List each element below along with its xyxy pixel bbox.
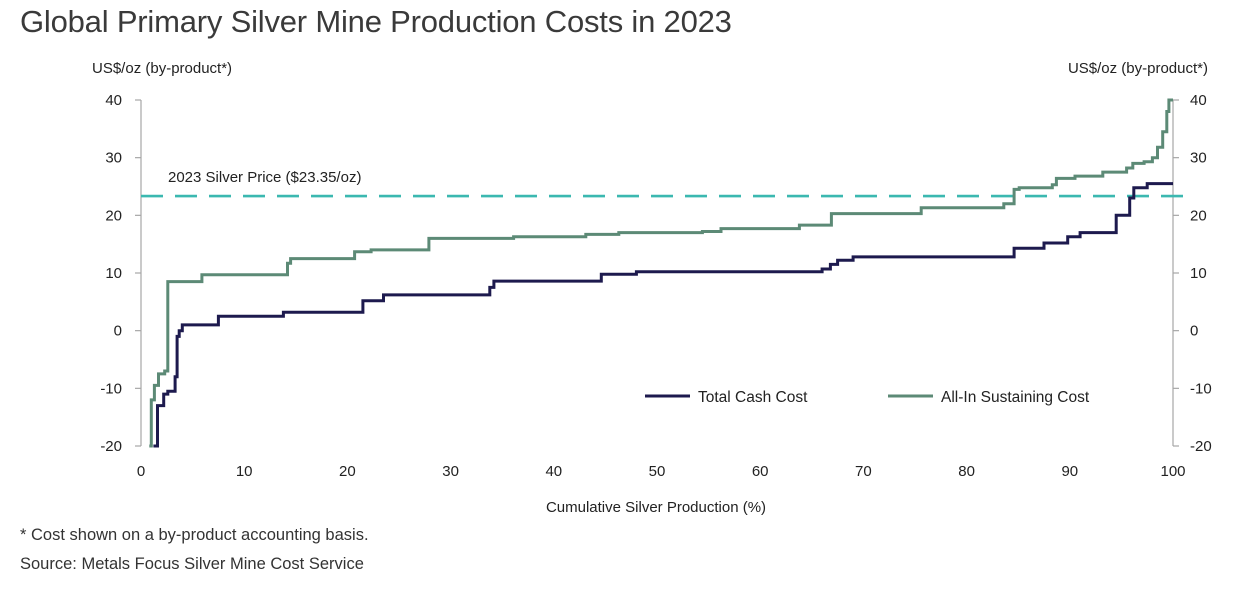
- x-tick-label: 30: [442, 463, 459, 480]
- legend-label: All-In Sustaining Cost: [941, 389, 1090, 406]
- series-line-total-cash-cost: [153, 182, 1173, 448]
- x-tick-label: 50: [649, 463, 666, 480]
- x-tick-label: 0: [137, 463, 145, 480]
- x-tick-label: 70: [855, 463, 872, 480]
- series-line-all-in-sustaining-cost: [149, 98, 1173, 448]
- y-tick-label-right: 0: [1190, 323, 1198, 340]
- x-tick-label: 60: [752, 463, 769, 480]
- chart-title: Global Primary Silver Mine Production Co…: [20, 4, 732, 39]
- y-axis-label-right: US$/oz (by-product*): [1068, 60, 1208, 77]
- y-tick-label-right: 40: [1190, 92, 1207, 109]
- footnote: * Cost shown on a by-product accounting …: [20, 526, 369, 544]
- x-tick-label: 90: [1061, 463, 1078, 480]
- series-group: [149, 98, 1173, 448]
- legend-label: Total Cash Cost: [698, 389, 808, 406]
- silver-price-label: 2023 Silver Price ($23.35/oz): [168, 169, 361, 186]
- y-tick-label-left: -10: [100, 380, 122, 397]
- y-axis-label-left: US$/oz (by-product*): [92, 60, 232, 77]
- x-tick-label: 20: [339, 463, 356, 480]
- y-tick-label-left: 20: [105, 207, 122, 224]
- y-tick-label-left: 10: [105, 265, 122, 282]
- x-tick-label: 40: [545, 463, 562, 480]
- y-tick-label-left: 40: [105, 92, 122, 109]
- y-tick-label-left: 0: [114, 323, 122, 340]
- x-tick-label: 100: [1160, 463, 1185, 480]
- x-axis-label: Cumulative Silver Production (%): [546, 499, 766, 516]
- legend: Total Cash Cost All-In Sustaining Cost: [645, 389, 1090, 406]
- y-tick-label-right: 20: [1190, 207, 1207, 224]
- y-tick-label-right: 30: [1190, 150, 1207, 167]
- y-tick-label-right: -10: [1190, 380, 1212, 397]
- chart-area: -20 -20 -10 -10 0 0 10 10 20 20 30 30 40 40 0 10 20 30 40 5…: [92, 60, 1212, 516]
- y-tick-label-right: -20: [1190, 438, 1212, 455]
- y-tick-label-left: -20: [100, 438, 122, 455]
- y-tick-label-right: 10: [1190, 265, 1207, 282]
- ticks-group: -20 -20 -10 -10 0 0 10 10 20 20 30 30 40 40 0 10 20 30 40 5…: [100, 92, 1211, 480]
- source-note: Source: Metals Focus Silver Mine Cost Se…: [20, 555, 364, 573]
- y-tick-label-left: 30: [105, 150, 122, 167]
- x-tick-label: 10: [236, 463, 253, 480]
- x-tick-label: 80: [958, 463, 975, 480]
